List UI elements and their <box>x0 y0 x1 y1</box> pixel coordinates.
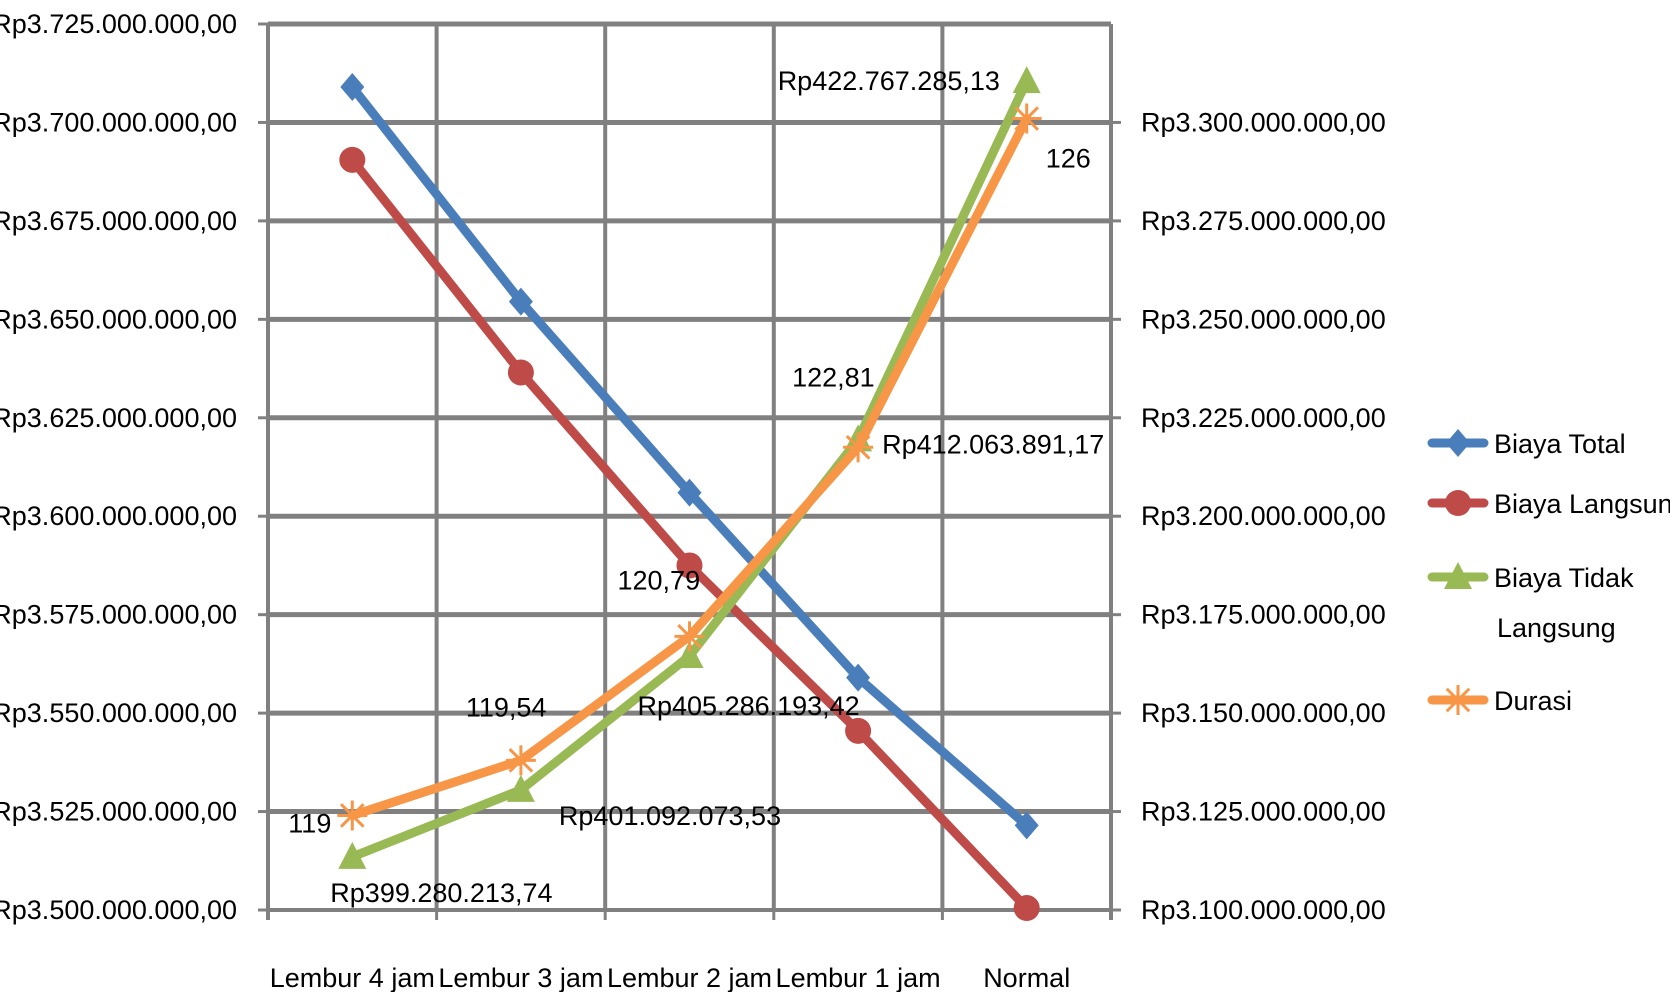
data-point-marker <box>337 800 368 831</box>
data-point-marker <box>677 478 702 507</box>
data-point-marker <box>675 641 704 669</box>
right-tick-label: Rp3.125.000.000,00 <box>1141 797 1386 827</box>
data-point-marker <box>1012 66 1041 94</box>
data-point-marker <box>1011 103 1042 134</box>
data-label: 120,79 <box>618 565 701 595</box>
left-tick-label: Rp3.600.000.000,00 <box>0 501 237 531</box>
legend-marker <box>1445 490 1471 516</box>
star-stroke <box>508 748 534 773</box>
data-label: Rp405.286.193,42 <box>638 691 860 721</box>
star-stroke <box>339 803 365 828</box>
legend-marker <box>1446 429 1470 457</box>
data-point-marker <box>676 552 703 579</box>
data-point-marker <box>845 717 872 744</box>
left-axis-tick-labels: Rp3.500.000.000,00 Rp3.525.000.000,00 Rp3.… <box>0 9 237 925</box>
star-stroke <box>677 624 702 649</box>
series-lines <box>337 66 1042 922</box>
right-tick-label: Rp3.300.000.000,00 <box>1141 107 1386 137</box>
legend-label: Durasi <box>1494 686 1572 716</box>
star-stroke <box>845 435 871 460</box>
axes <box>258 22 1121 920</box>
right-tick-label: Rp3.175.000.000,00 <box>1141 600 1386 630</box>
left-tick-label: Rp3.575.000.000,00 <box>0 600 237 630</box>
right-tick-label: Rp3.100.000.000,00 <box>1141 895 1386 925</box>
data-point-marker <box>1013 895 1040 922</box>
data-label: 119,54 <box>466 692 547 722</box>
x-tick-label: Lembur 1 jam <box>776 963 941 992</box>
left-tick-label: Rp3.625.000.000,00 <box>0 403 237 433</box>
data-point-marker <box>505 745 536 776</box>
legend: Biaya Total Biaya Langsung Biaya Tidak Lang… <box>1427 429 1670 716</box>
right-tick-label: Rp3.150.000.000,00 <box>1141 698 1386 728</box>
data-label: 126 <box>1046 144 1091 174</box>
x-tick-label: Normal <box>983 963 1070 992</box>
legend-label: Langsung <box>1497 613 1616 643</box>
right-tick-label: Rp3.225.000.000,00 <box>1141 403 1386 433</box>
data-label: 119 <box>288 808 331 838</box>
data-label: Rp399.280.213,74 <box>330 878 552 908</box>
legend-marker <box>1444 562 1472 589</box>
left-tick-label: Rp3.525.000.000,00 <box>0 797 237 827</box>
right-tick-label: Rp3.275.000.000,00 <box>1141 206 1386 236</box>
left-tick-label: Rp3.550.000.000,00 <box>0 698 237 728</box>
data-label: Rp401.092.073,53 <box>559 801 781 831</box>
left-tick-label: Rp3.500.000.000,00 <box>0 895 237 925</box>
data-point-marker <box>1014 811 1039 840</box>
right-tick-label: Rp3.200.000.000,00 <box>1141 501 1386 531</box>
legend-label: Biaya Langsung <box>1494 489 1670 519</box>
data-point-marker <box>339 146 366 173</box>
right-tick-label: Rp3.250.000.000,00 <box>1141 304 1386 334</box>
data-point-marker <box>507 359 534 386</box>
legend-marker <box>1443 685 1473 715</box>
data-point-marker <box>508 287 533 316</box>
data-point-marker <box>846 663 871 692</box>
data-label: Rp412.063.891,17 <box>882 429 1104 459</box>
legend-label: Biaya Tidak <box>1494 563 1634 593</box>
left-tick-label: Rp3.725.000.000,00 <box>0 9 237 39</box>
data-labels: Rp399.280.213,74 Rp401.092.073,53 Rp405.28… <box>288 66 1104 908</box>
legend-label: Biaya Total <box>1494 429 1626 459</box>
data-point-marker <box>506 774 535 802</box>
x-tick-label: Lembur 4 jam <box>270 963 435 992</box>
grid-lines <box>268 21 1113 910</box>
series-line-biaya-langsung <box>347 155 1032 913</box>
data-point-marker <box>674 621 705 652</box>
x-tick-label: Lembur 3 jam <box>438 963 603 992</box>
data-point-marker <box>340 73 365 102</box>
data-label: Rp422.767.285,13 <box>778 66 1000 96</box>
star-stroke <box>1445 687 1471 713</box>
data-point-marker <box>843 432 874 463</box>
data-label: 122,81 <box>792 362 875 392</box>
data-point-marker <box>338 841 367 869</box>
left-tick-label: Rp3.650.000.000,00 <box>0 304 237 334</box>
star-stroke <box>1014 106 1040 131</box>
left-tick-label: Rp3.700.000.000,00 <box>0 107 237 137</box>
right-axis-tick-labels: Rp3.100.000.000,00 Rp3.125.000.000,00 Rp3.… <box>1141 107 1386 925</box>
left-tick-label: Rp3.675.000.000,00 <box>0 206 237 236</box>
x-axis-tick-labels: Lembur 4 jam Lembur 3 jam Lembur 2 jam Lemb… <box>270 963 1070 992</box>
x-tick-label: Lembur 2 jam <box>607 963 772 992</box>
